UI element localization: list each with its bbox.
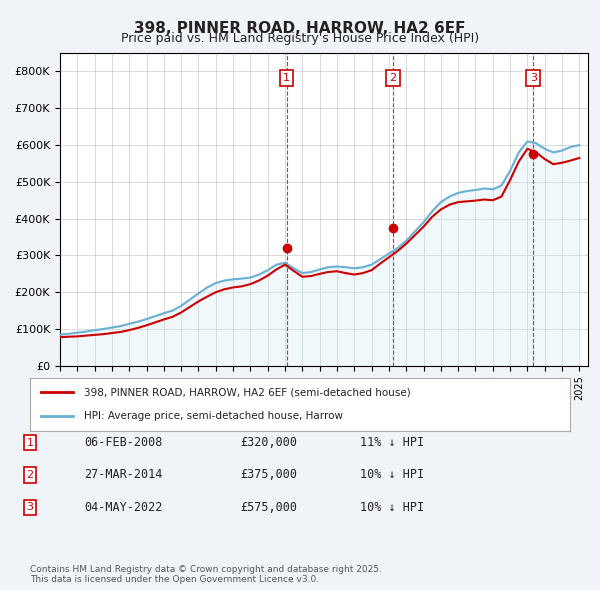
Text: 10% ↓ HPI: 10% ↓ HPI	[360, 468, 424, 481]
Text: £375,000: £375,000	[240, 468, 297, 481]
Bar	[392, 53, 394, 366]
Text: £320,000: £320,000	[240, 436, 297, 449]
Text: 2: 2	[26, 470, 34, 480]
Text: 2: 2	[389, 73, 397, 83]
Text: HPI: Average price, semi-detached house, Harrow: HPI: Average price, semi-detached house,…	[84, 411, 343, 421]
Text: 27-MAR-2014: 27-MAR-2014	[84, 468, 163, 481]
Text: 398, PINNER ROAD, HARROW, HA2 6EF (semi-detached house): 398, PINNER ROAD, HARROW, HA2 6EF (semi-…	[84, 388, 411, 398]
Text: 3: 3	[530, 73, 537, 83]
Text: 3: 3	[26, 503, 34, 512]
Bar	[286, 53, 287, 366]
Bar	[532, 53, 534, 366]
Text: 1: 1	[283, 73, 290, 83]
Text: £575,000: £575,000	[240, 501, 297, 514]
Text: Contains HM Land Registry data © Crown copyright and database right 2025.
This d: Contains HM Land Registry data © Crown c…	[30, 565, 382, 584]
Text: 04-MAY-2022: 04-MAY-2022	[84, 501, 163, 514]
Text: 11% ↓ HPI: 11% ↓ HPI	[360, 436, 424, 449]
Text: 10% ↓ HPI: 10% ↓ HPI	[360, 501, 424, 514]
Text: 06-FEB-2008: 06-FEB-2008	[84, 436, 163, 449]
Text: Price paid vs. HM Land Registry's House Price Index (HPI): Price paid vs. HM Land Registry's House …	[121, 32, 479, 45]
Text: 1: 1	[26, 438, 34, 447]
Text: 398, PINNER ROAD, HARROW, HA2 6EF: 398, PINNER ROAD, HARROW, HA2 6EF	[134, 21, 466, 35]
